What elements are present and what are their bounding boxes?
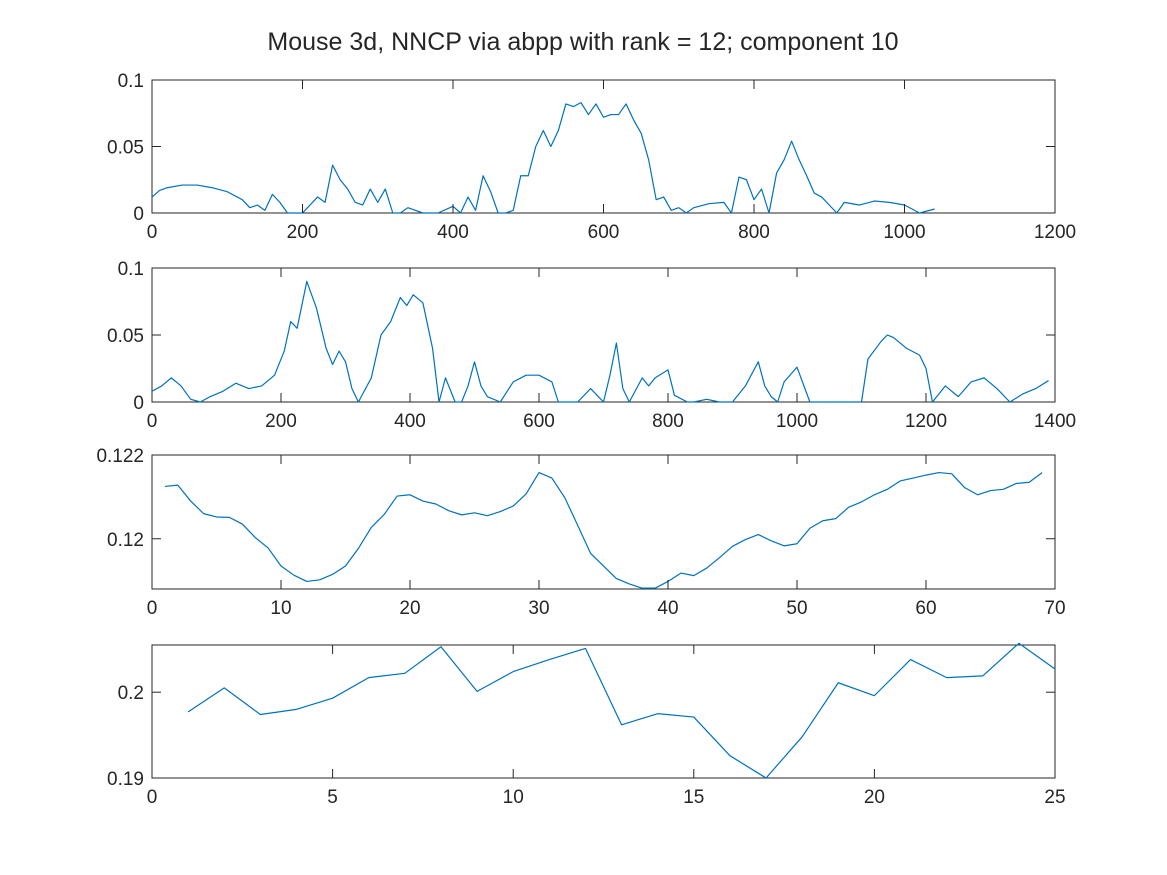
x-tick-label: 0 [147, 598, 158, 619]
y-tick-label: 0.1 [118, 71, 144, 92]
y-tick-label: 0.19 [107, 769, 144, 790]
plot-area-2 [151, 267, 1056, 403]
x-tick-label: 1200 [905, 411, 947, 432]
x-tick-label: 200 [265, 411, 297, 432]
y-tick-label: 0.2 [118, 683, 144, 704]
x-tick-label: 25 [1044, 787, 1065, 808]
y-tick-label: 0.12 [107, 530, 144, 551]
y-tick-label: 0.05 [107, 138, 144, 159]
x-tick-label: 20 [864, 787, 885, 808]
series-line-3-1 [164, 471, 1043, 589]
x-tick-label: 200 [287, 222, 319, 243]
x-tick-label: 60 [915, 598, 936, 619]
x-tick-label: 400 [394, 411, 426, 432]
series-line-2-1 [151, 280, 1049, 403]
x-tick-label: 30 [528, 598, 549, 619]
x-tick-label: 600 [523, 411, 555, 432]
x-tick-label: 800 [738, 222, 770, 243]
subplot-1: 0 200 400 600 800 1000 1200 0 0.05 0.1 [107, 71, 1076, 243]
x-tick-label: 0 [147, 222, 158, 243]
y-tick-label: 0.122 [96, 446, 144, 467]
y-tick-label: 0.05 [107, 326, 144, 347]
x-tick-label: 20 [399, 598, 420, 619]
x-tick-label: 1000 [776, 411, 818, 432]
x-tick-label: 15 [683, 787, 704, 808]
y-tick-label: 0 [133, 393, 144, 414]
plot-area-3 [151, 454, 1056, 590]
subplot-4: 0 5 10 15 20 25 0.19 0.2 [107, 642, 1066, 808]
series-line-4-1 [187, 642, 1056, 779]
series-line-1-1 [151, 102, 935, 214]
x-tick-label: 1200 [1034, 222, 1076, 243]
y-tick-label: 0.1 [118, 259, 144, 280]
subplot-3: 0 10 20 30 40 50 60 70 0.12 0.122 [96, 446, 1065, 619]
subplot-2: 0 200 400 600 800 1000 1200 1400 0 0.05 0.1 [107, 259, 1076, 432]
x-tick-label: 0 [147, 787, 158, 808]
plot-area-1 [151, 79, 1056, 214]
x-tick-label: 10 [270, 598, 291, 619]
x-tick-label: 600 [588, 222, 620, 243]
x-tick-label: 0 [147, 411, 158, 432]
x-tick-label: 50 [786, 598, 807, 619]
x-tick-label: 40 [657, 598, 678, 619]
x-tick-label: 5 [327, 787, 338, 808]
y-tick-label: 0 [133, 204, 144, 225]
x-tick-label: 400 [437, 222, 469, 243]
plot-area-4 [151, 644, 1056, 779]
figure-title: Mouse 3d, NNCP via abpp with rank = 12; … [267, 28, 898, 56]
x-tick-label: 70 [1044, 598, 1065, 619]
x-tick-label: 1000 [883, 222, 925, 243]
x-tick-label: 10 [503, 787, 524, 808]
x-tick-label: 1400 [1034, 411, 1076, 432]
x-tick-label: 800 [652, 411, 684, 432]
